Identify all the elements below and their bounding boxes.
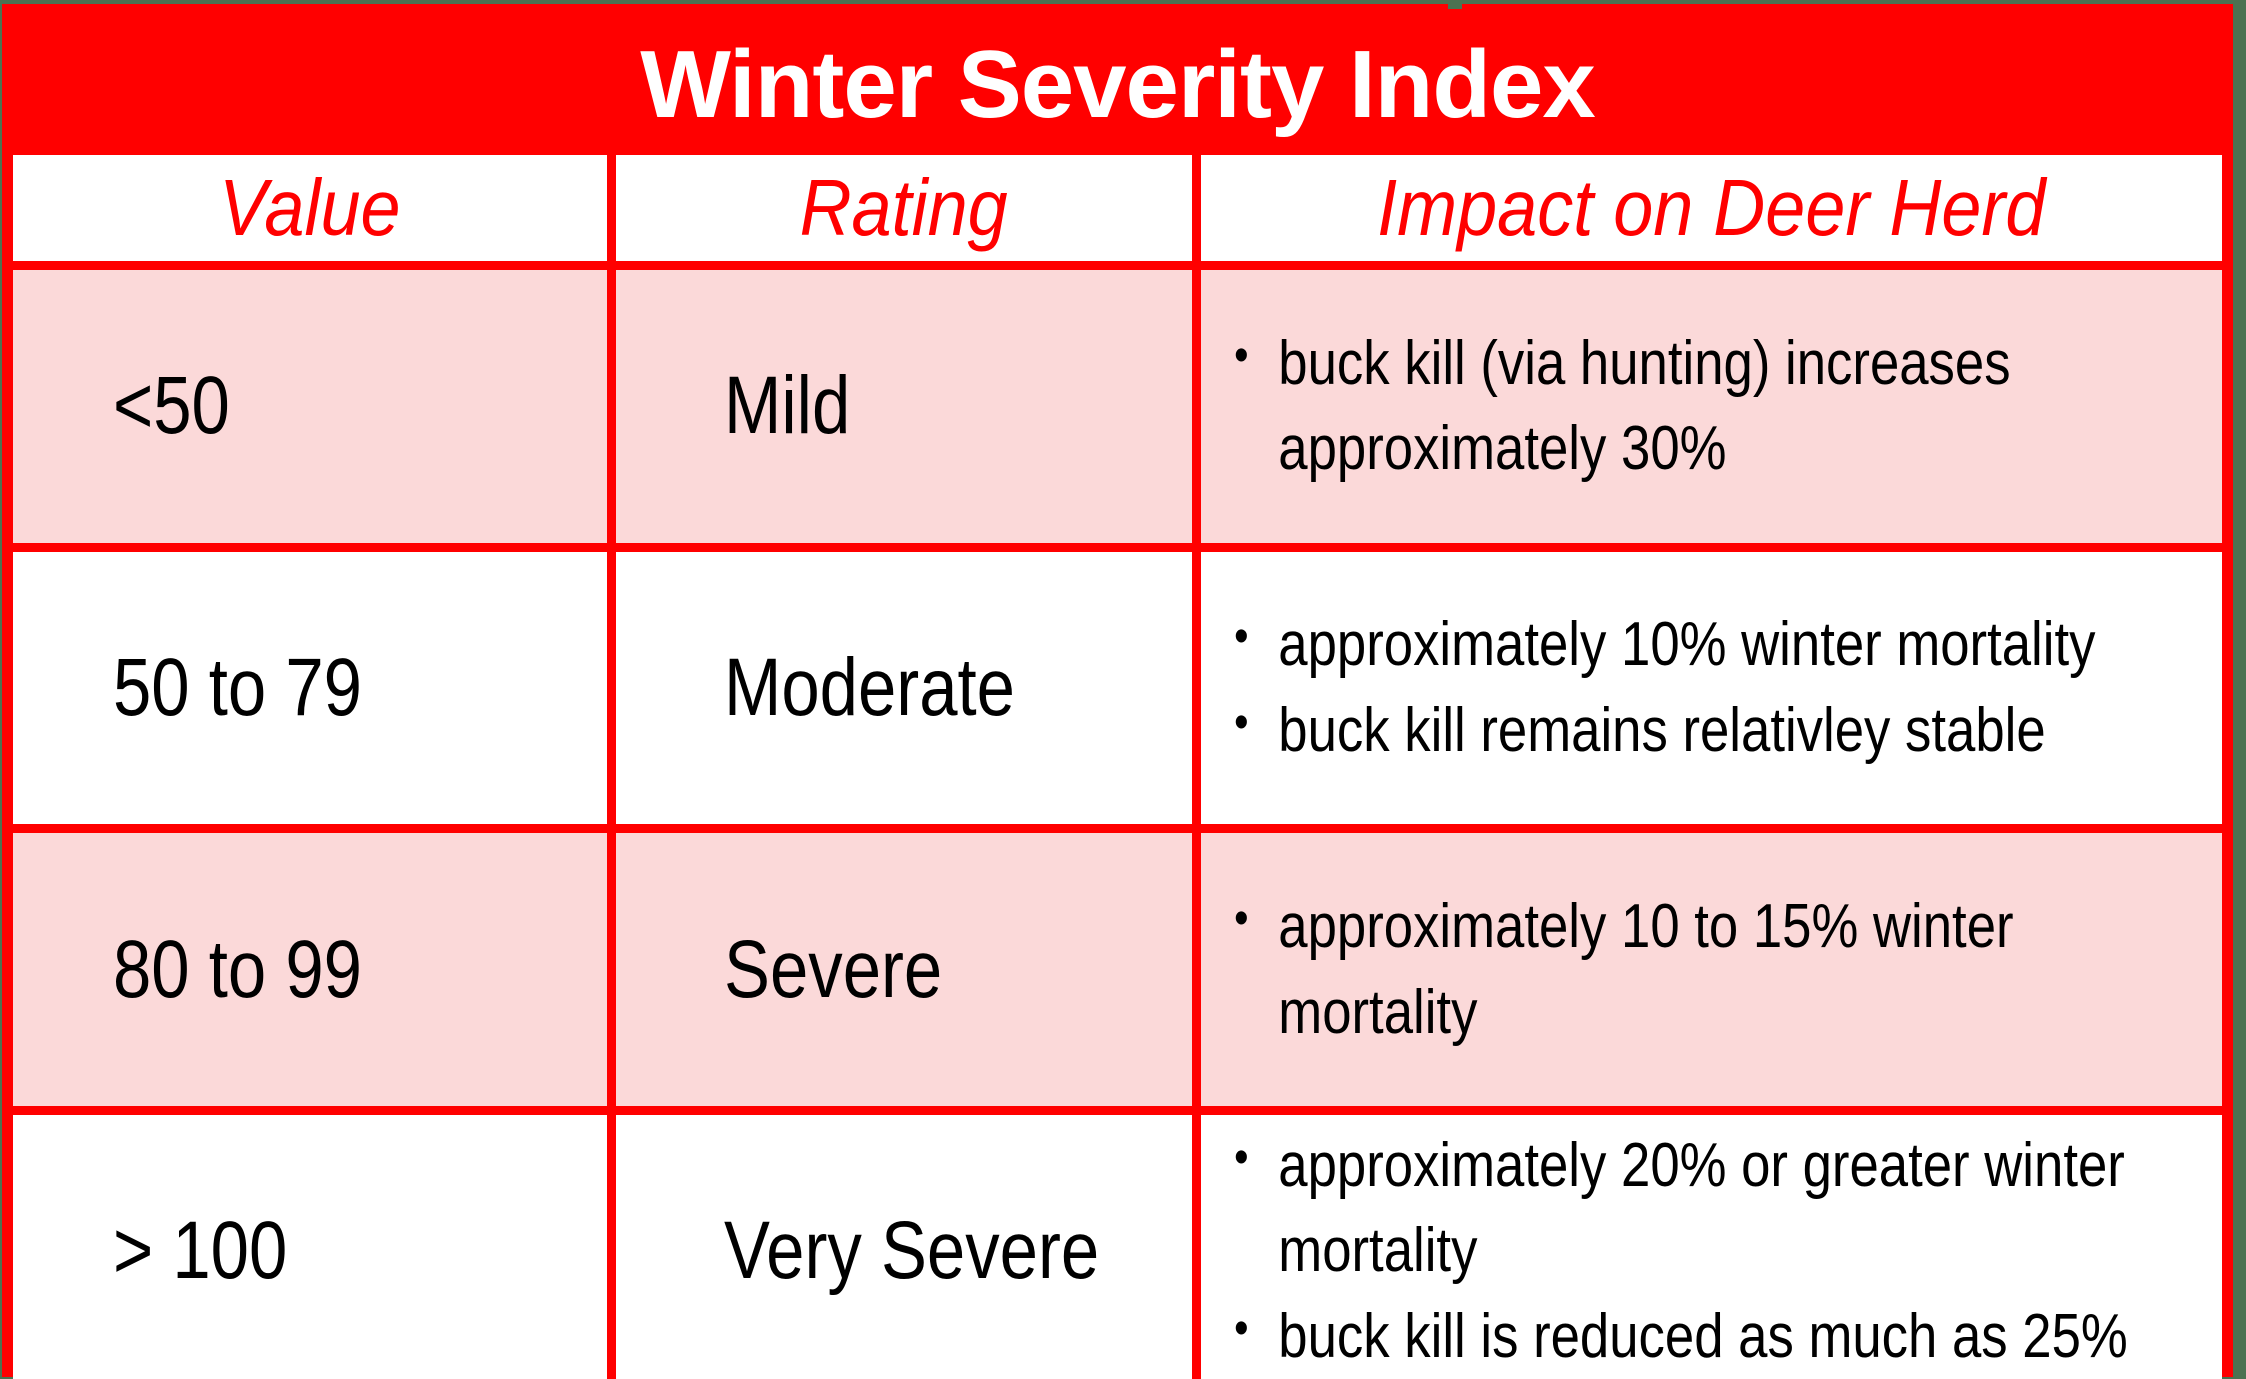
value-cell-moderate: 50 to 79 (13, 551, 607, 825)
value-cell-mild: <50 (13, 270, 607, 543)
impact-cell-moderate: approximately 10% winter mortalitybuck k… (1201, 551, 2222, 825)
impact-cell-very-severe: approximately 20% or greater wintermorta… (1201, 1114, 2222, 1379)
rating-cell-very-severe: Very Severe (616, 1114, 1192, 1379)
background-notch (1448, 0, 1462, 9)
impact-bullet-list: approximately 20% or greater wintermorta… (1229, 1123, 2128, 1379)
table-title: Winter Severity Index (640, 31, 1595, 138)
rating-cell-mild: Mild (616, 270, 1192, 543)
value-cell-severe: 80 to 99 (13, 833, 607, 1106)
impact-bullet: approximately 20% or greater wintermorta… (1229, 1123, 2125, 1294)
impact-bullet: buck kill is reduced as much as 25% (1229, 1294, 2128, 1379)
impact-bullet: buck kill remains relativley stable (1229, 688, 2063, 774)
impact-cell-mild: buck kill (via hunting) increasesapproxi… (1201, 270, 2222, 543)
impact-bullet: buck kill (via hunting) increasesapproxi… (1229, 321, 2063, 492)
table-grid: Value Rating Impact on Deer Herd <50 Mil… (13, 155, 2222, 1379)
impact-bullet-list: approximately 10% winter mortalitybuck k… (1229, 602, 2095, 774)
rating-cell-severe: Severe (616, 833, 1192, 1106)
column-header-rating: Rating (616, 155, 1192, 261)
impact-bullet-list: buck kill (via hunting) increasesapproxi… (1229, 321, 2063, 492)
impact-bullet: approximately 10% winter mortality (1229, 602, 2095, 688)
value-cell-very-severe: > 100 (13, 1114, 607, 1379)
winter-severity-table: Winter Severity Index Value Rating Impac… (2, 4, 2233, 1379)
column-header-value: Value (13, 155, 607, 261)
rating-cell-moderate: Moderate (616, 551, 1192, 825)
table-title-band: Winter Severity Index (13, 15, 2222, 155)
column-header-impact: Impact on Deer Herd (1201, 155, 2222, 261)
